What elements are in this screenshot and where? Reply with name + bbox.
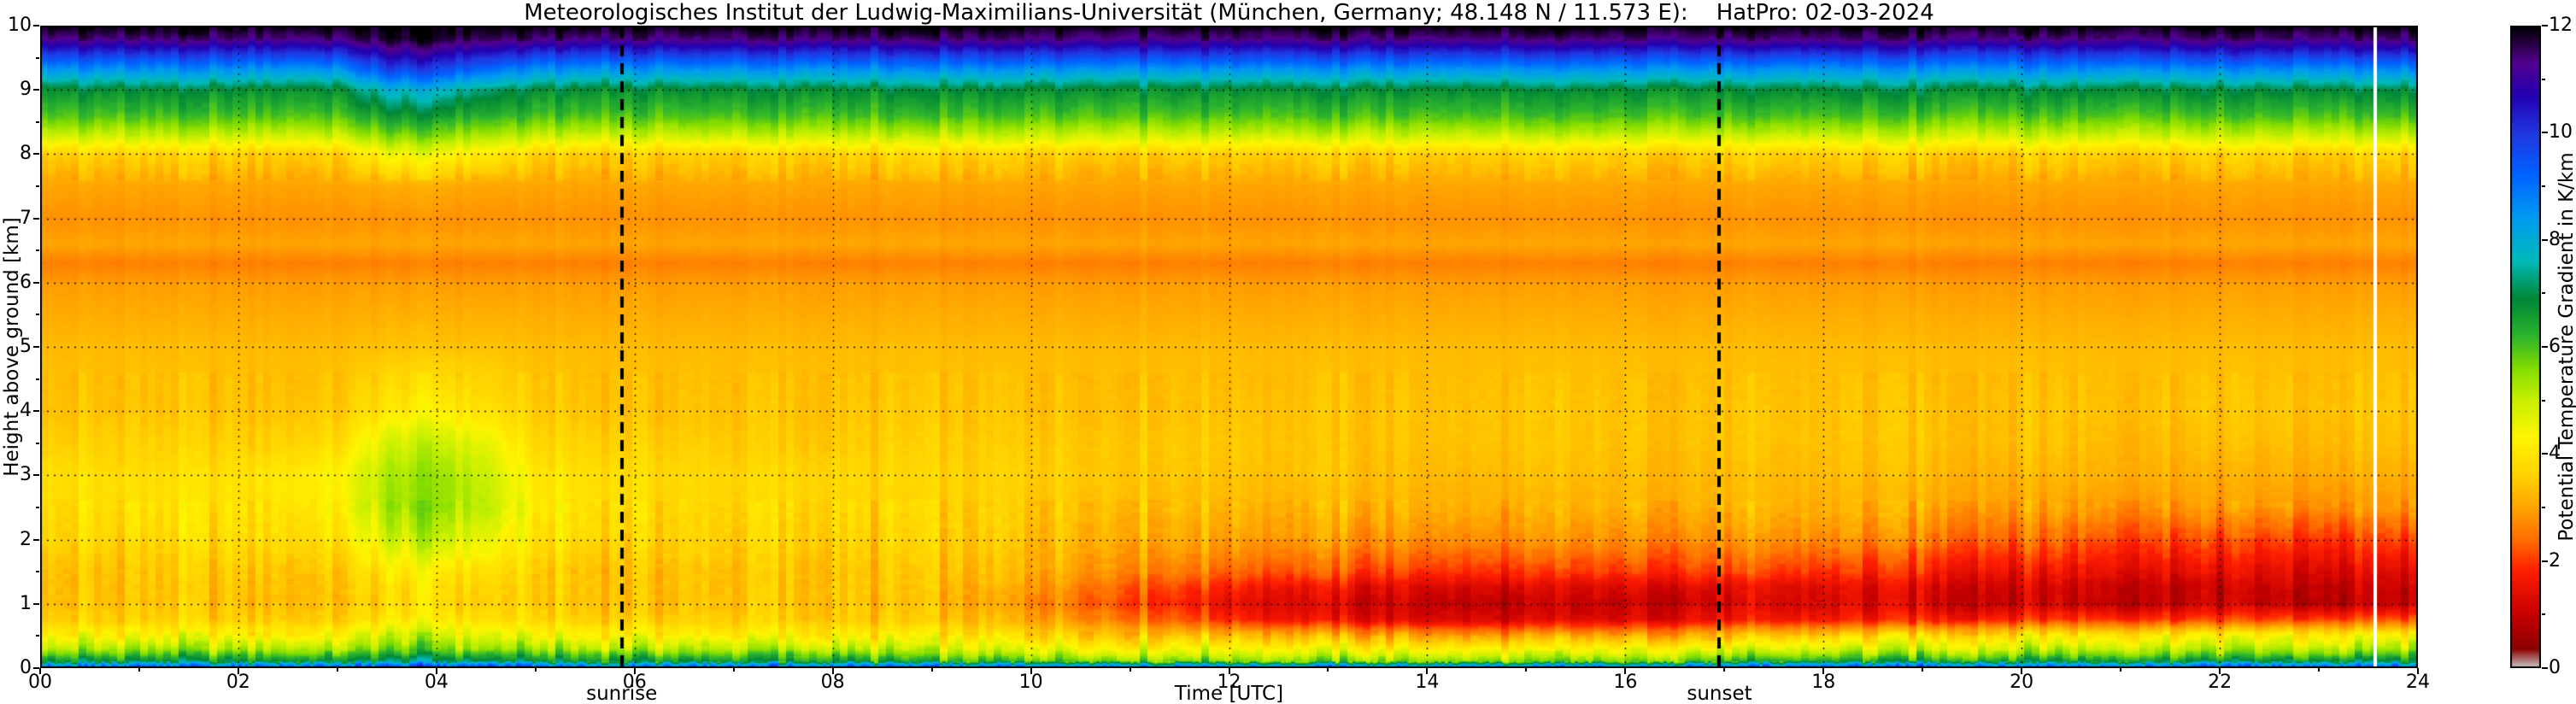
x-tick-label: 04 [424, 672, 449, 693]
x-tick-mark [1624, 668, 1626, 674]
y-tick-mark [33, 410, 39, 412]
colorbar-minor-tick-mark [2542, 292, 2545, 294]
y-minor-tick-mark [36, 378, 39, 380]
y-tick-label: 9 [20, 79, 32, 101]
y-tick-label: 2 [20, 528, 32, 550]
colorbar-tick-mark [2542, 239, 2548, 241]
x-minor-tick-mark [1130, 668, 1131, 672]
y-tick-label: 0 [20, 657, 32, 678]
x-tick-label: 24 [2406, 672, 2430, 693]
x-minor-tick-mark [931, 668, 933, 672]
y-tick-label: 10 [8, 15, 32, 36]
colorbar-minor-tick-mark [2542, 400, 2545, 402]
x-tick-mark [1822, 668, 1824, 674]
y-tick-label: 5 [20, 336, 32, 357]
y-minor-tick-mark [36, 185, 39, 187]
colorbar-tick-label: 8 [2549, 228, 2561, 250]
colorbar-tick-label: 10 [2549, 121, 2573, 144]
x-minor-tick-mark [1723, 668, 1725, 672]
chart-title: Meteorologisches Institut der Ludwig-Max… [524, 0, 1934, 26]
x-tick-mark [238, 668, 239, 674]
y-tick-label: 6 [20, 271, 32, 293]
colorbar-tick-label: 4 [2549, 443, 2561, 465]
y-tick-mark [33, 89, 39, 91]
y-tick-label: 3 [20, 464, 32, 486]
x-tick-mark [2417, 668, 2419, 674]
x-tick-mark [2021, 668, 2022, 674]
colorbar-tick-mark [2542, 346, 2548, 348]
x-tick-label: 06 [622, 672, 647, 693]
colorbar-minor-tick-mark [2542, 613, 2545, 615]
colorbar-tick-label: 12 [2549, 15, 2573, 36]
x-tick-label: 08 [820, 672, 845, 693]
x-tick-mark [1229, 668, 1230, 674]
colorbar-tick-label: 0 [2549, 657, 2561, 678]
y-minor-tick-mark [36, 57, 39, 59]
colorbar-tick-mark [2542, 453, 2548, 455]
x-tick-label: 16 [1613, 672, 1638, 693]
x-tick-mark [832, 668, 834, 674]
y-tick-mark [33, 153, 39, 155]
y-tick-mark [33, 346, 39, 348]
y-tick-mark [33, 25, 39, 26]
x-tick-mark [1030, 668, 1032, 674]
x-tick-mark [39, 668, 41, 674]
x-tick-label: 00 [28, 672, 52, 693]
colorbar-tick-mark [2542, 132, 2548, 133]
colorbar-minor-tick-mark [2542, 507, 2545, 508]
x-minor-tick-mark [1922, 668, 1923, 672]
sunset-label: sunset [1687, 683, 1752, 704]
x-tick-label: 18 [1811, 672, 1836, 693]
y-tick-mark [33, 282, 39, 284]
y-tick-mark [33, 667, 39, 669]
colorbar-tick-label: 6 [2549, 336, 2561, 357]
colorbar-tick-label: 2 [2549, 549, 2561, 572]
x-minor-tick-mark [2318, 668, 2320, 672]
x-tick-mark [1426, 668, 1428, 674]
x-tick-label: 20 [2010, 672, 2034, 693]
x-tick-mark [2219, 668, 2221, 674]
colorbar-tick-mark [2542, 560, 2548, 562]
y-tick-mark [33, 474, 39, 476]
x-tick-label: 02 [226, 672, 250, 693]
y-minor-tick-mark [36, 635, 39, 637]
y-tick-label: 7 [20, 207, 32, 229]
y-minor-tick-mark [36, 121, 39, 123]
y-minor-tick-mark [36, 507, 39, 508]
x-minor-tick-mark [733, 668, 735, 672]
x-minor-tick-mark [535, 668, 537, 672]
y-tick-mark [33, 218, 39, 220]
x-tick-label: 12 [1217, 672, 1241, 693]
y-tick-label: 1 [20, 592, 32, 614]
x-minor-tick-mark [138, 668, 140, 672]
y-minor-tick-mark [36, 249, 39, 251]
sunrise-label: sunrise [586, 683, 658, 704]
colorbar-minor-tick-mark [2542, 185, 2545, 187]
y-tick-mark [33, 539, 39, 541]
y-minor-tick-mark [36, 314, 39, 315]
x-minor-tick-mark [2120, 668, 2121, 672]
x-tick-mark [436, 668, 437, 674]
x-minor-tick-mark [337, 668, 338, 672]
colorbar-canvas [2510, 26, 2541, 668]
heatmap-canvas [40, 26, 2418, 668]
y-tick-label: 4 [20, 400, 32, 422]
x-tick-mark [634, 668, 636, 674]
x-minor-tick-mark [1327, 668, 1329, 672]
x-axis-label: Time [UTC] [1174, 683, 1284, 704]
y-minor-tick-mark [36, 443, 39, 444]
y-tick-label: 8 [20, 143, 32, 165]
x-minor-tick-mark [1525, 668, 1527, 672]
x-tick-label: 22 [2208, 672, 2233, 693]
colorbar-tick-mark [2542, 667, 2548, 669]
x-tick-label: 10 [1018, 672, 1043, 693]
x-tick-label: 14 [1415, 672, 1440, 693]
colorbar-minor-tick-mark [2542, 79, 2545, 80]
colorbar-tick-mark [2542, 25, 2548, 26]
y-tick-mark [33, 603, 39, 605]
y-minor-tick-mark [36, 571, 39, 572]
